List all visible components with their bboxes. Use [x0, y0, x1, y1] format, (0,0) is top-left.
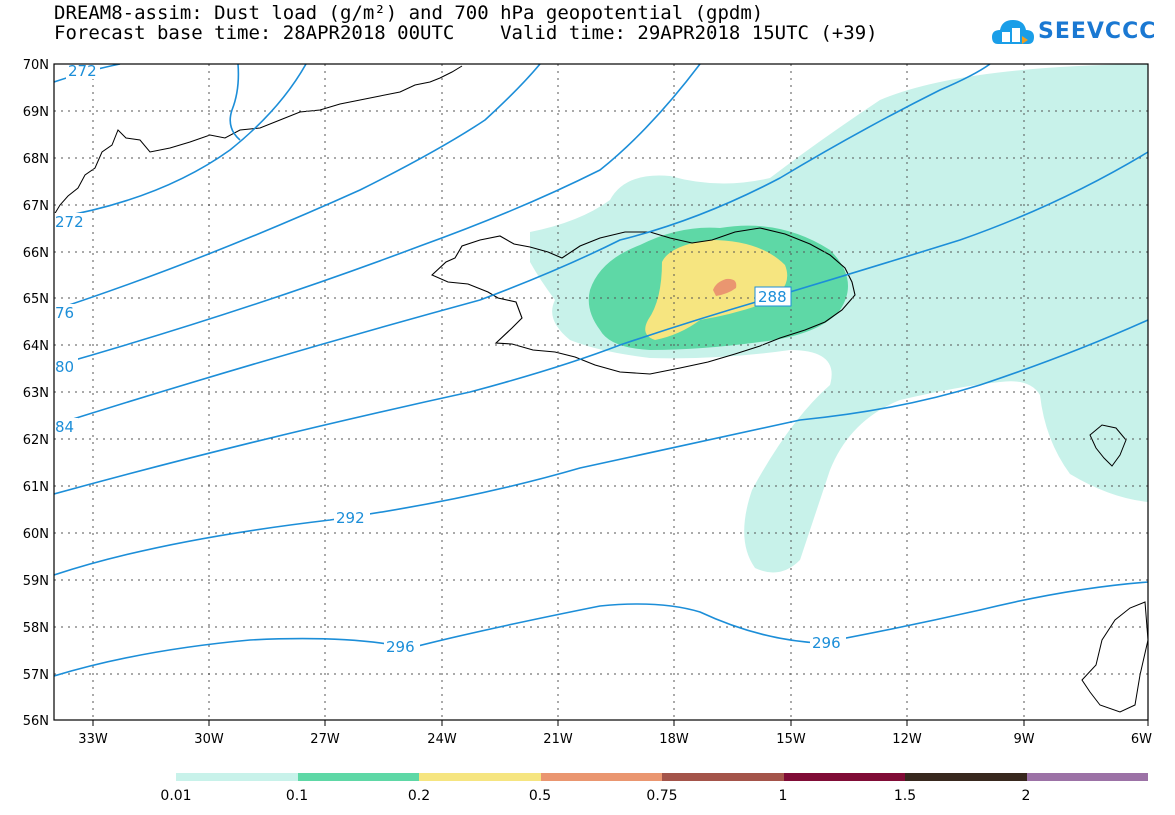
lat-label: 66N [23, 246, 49, 261]
lon-label: 9W [1013, 732, 1034, 747]
lon-label: 24W [427, 732, 457, 747]
logo: SEEVCCC [990, 14, 1160, 58]
iceland-coastline [431, 227, 856, 375]
contour-label: 84 [55, 418, 74, 436]
map-subtitle: Forecast base time: 28APR2018 00UTC Vali… [54, 22, 878, 44]
legend-swatch [297, 773, 419, 781]
legend-label: 0.5 [528, 788, 552, 804]
lat-label: 59N [23, 574, 49, 589]
contour-label: 292 [336, 509, 365, 527]
legend-swatch [662, 773, 784, 781]
lon-label: 21W [543, 732, 573, 747]
lat-label: 56N [23, 714, 49, 729]
legend-label: 0.01 [160, 788, 192, 804]
legend-label: 0.2 [407, 788, 431, 804]
legend-colorbar [176, 773, 1148, 781]
legend-label: 2 [1021, 788, 1031, 804]
lat-label: 58N [23, 621, 49, 636]
legend-swatch [176, 773, 298, 781]
legend-label: 0.1 [285, 788, 309, 804]
map-title: DREAM8-assim: Dust load (g/m²) and 700 h… [54, 2, 764, 24]
contour-288 [54, 151, 1148, 495]
axis-ticks [92, 720, 1149, 726]
lat-label: 68N [23, 152, 49, 167]
lat-label: 67N [23, 199, 49, 214]
geopotential-contours [54, 64, 1148, 677]
dust-region-lowest [530, 64, 1148, 573]
dust-region-high [713, 278, 737, 296]
lon-label: 18W [659, 732, 689, 747]
faroe-coastline [1089, 424, 1127, 467]
contour-280 [54, 64, 701, 367]
lat-label: 57N [23, 668, 49, 683]
contour-272-branch [229, 64, 241, 141]
greenland-coastline [54, 65, 463, 216]
contour-label: 272 [68, 62, 97, 80]
lat-label: 64N [23, 339, 49, 354]
lat-label: 61N [23, 480, 49, 495]
lat-label: 65N [23, 292, 49, 307]
lon-label: 33W [78, 732, 108, 747]
contour-label: 76 [55, 304, 74, 322]
contour-272-lower [54, 64, 307, 219]
lon-label: 6W [1131, 732, 1152, 747]
cloud-logo-icon [992, 20, 1034, 44]
legend-label: 1 [778, 788, 788, 804]
contour-292 [54, 319, 1148, 576]
lon-label: 15W [776, 732, 806, 747]
contour-label: 288 [758, 288, 787, 306]
lon-label: 12W [892, 732, 922, 747]
contour-296 [54, 581, 1148, 677]
lon-label: 30W [194, 732, 224, 747]
legend-label: 1.5 [893, 788, 917, 804]
lat-label: 62N [23, 433, 49, 448]
contour-label: 272 [55, 213, 84, 231]
legend-swatch [1026, 773, 1148, 781]
contour-label: 296 [386, 638, 415, 656]
lat-label: 70N [23, 58, 49, 73]
logo-text: SEEVCCC [1038, 19, 1157, 44]
contour-284 [54, 64, 991, 426]
scotland-coastline [1081, 601, 1148, 713]
lat-label: 60N [23, 527, 49, 542]
legend-swatch [905, 773, 1027, 781]
contour-276 [54, 64, 541, 311]
legend-swatch [783, 773, 905, 781]
lat-label: 63N [23, 386, 49, 401]
legend-label: 0.75 [646, 788, 678, 804]
legend-swatch [540, 773, 662, 781]
lat-label: 69N [23, 105, 49, 120]
contour-label: 80 [55, 358, 74, 376]
lat-lon-grid [54, 64, 1148, 720]
contour-label: 296 [812, 634, 841, 652]
legend-swatch [419, 773, 541, 781]
contour-labels: 272 272 76 80 84 288 292 296 296 [54, 62, 846, 656]
map-frame [53, 63, 1149, 721]
lon-label: 27W [310, 732, 340, 747]
